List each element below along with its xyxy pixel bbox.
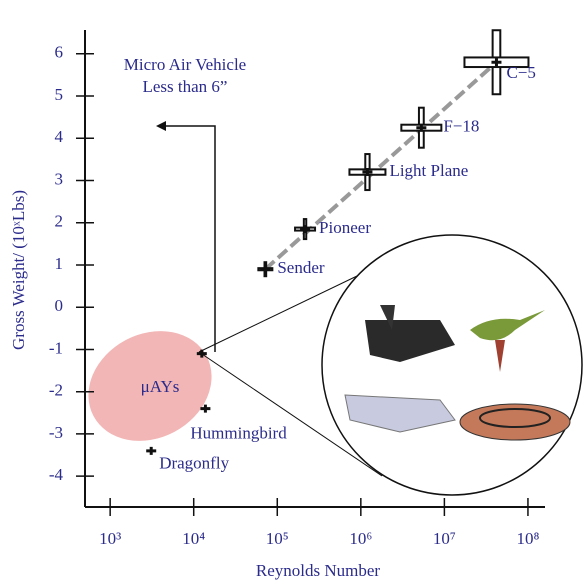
point-label: Dragonfly [159,454,229,473]
y-tick-label: 5 [55,85,64,104]
x-tick-label: 10⁷ [433,529,456,548]
chart: Micro Air Vehicle Less than 6” μAYs Reyn… [0,0,588,585]
y-tick-label: 2 [55,212,64,231]
y-tick-label: 3 [55,169,64,188]
point-label: Light Plane [389,161,468,180]
y-tick-label: -3 [49,423,63,442]
x-tick-label: 10⁵ [266,529,289,548]
point-label: Sender [277,258,325,277]
y-tick-label: -2 [49,381,63,400]
x-tick-label: 10⁸ [516,529,539,548]
point [146,447,156,455]
point-label: F−18 [443,117,479,136]
x-tick-label: 10⁶ [349,529,372,548]
x-tick-label: 10⁴ [182,529,205,548]
point-label: Pioneer [319,218,371,237]
y-tick-label: 1 [55,254,64,273]
inset-circle [322,235,582,495]
arrow-head [156,121,166,131]
y-tick-label: 4 [55,127,64,146]
point-label: C−5 [506,63,535,82]
point-label: Hummingbird [190,423,287,442]
y-tick-label: -4 [49,465,64,484]
annotation: Micro Air Vehicle [124,55,246,74]
y-tick-label: 6 [55,43,64,62]
region-label: μAYs [141,377,180,396]
y-tick-label: -1 [49,338,63,357]
y-tick-label: 0 [55,296,64,315]
x-tick-label: 10³ [99,529,121,548]
y-axis-label: Gross Weight/ (10ˣLbs) [9,190,28,350]
annotation-arrow [158,126,215,352]
annotation: Less than 6” [143,77,228,96]
x-axis-label: Reynolds Number [256,561,381,580]
